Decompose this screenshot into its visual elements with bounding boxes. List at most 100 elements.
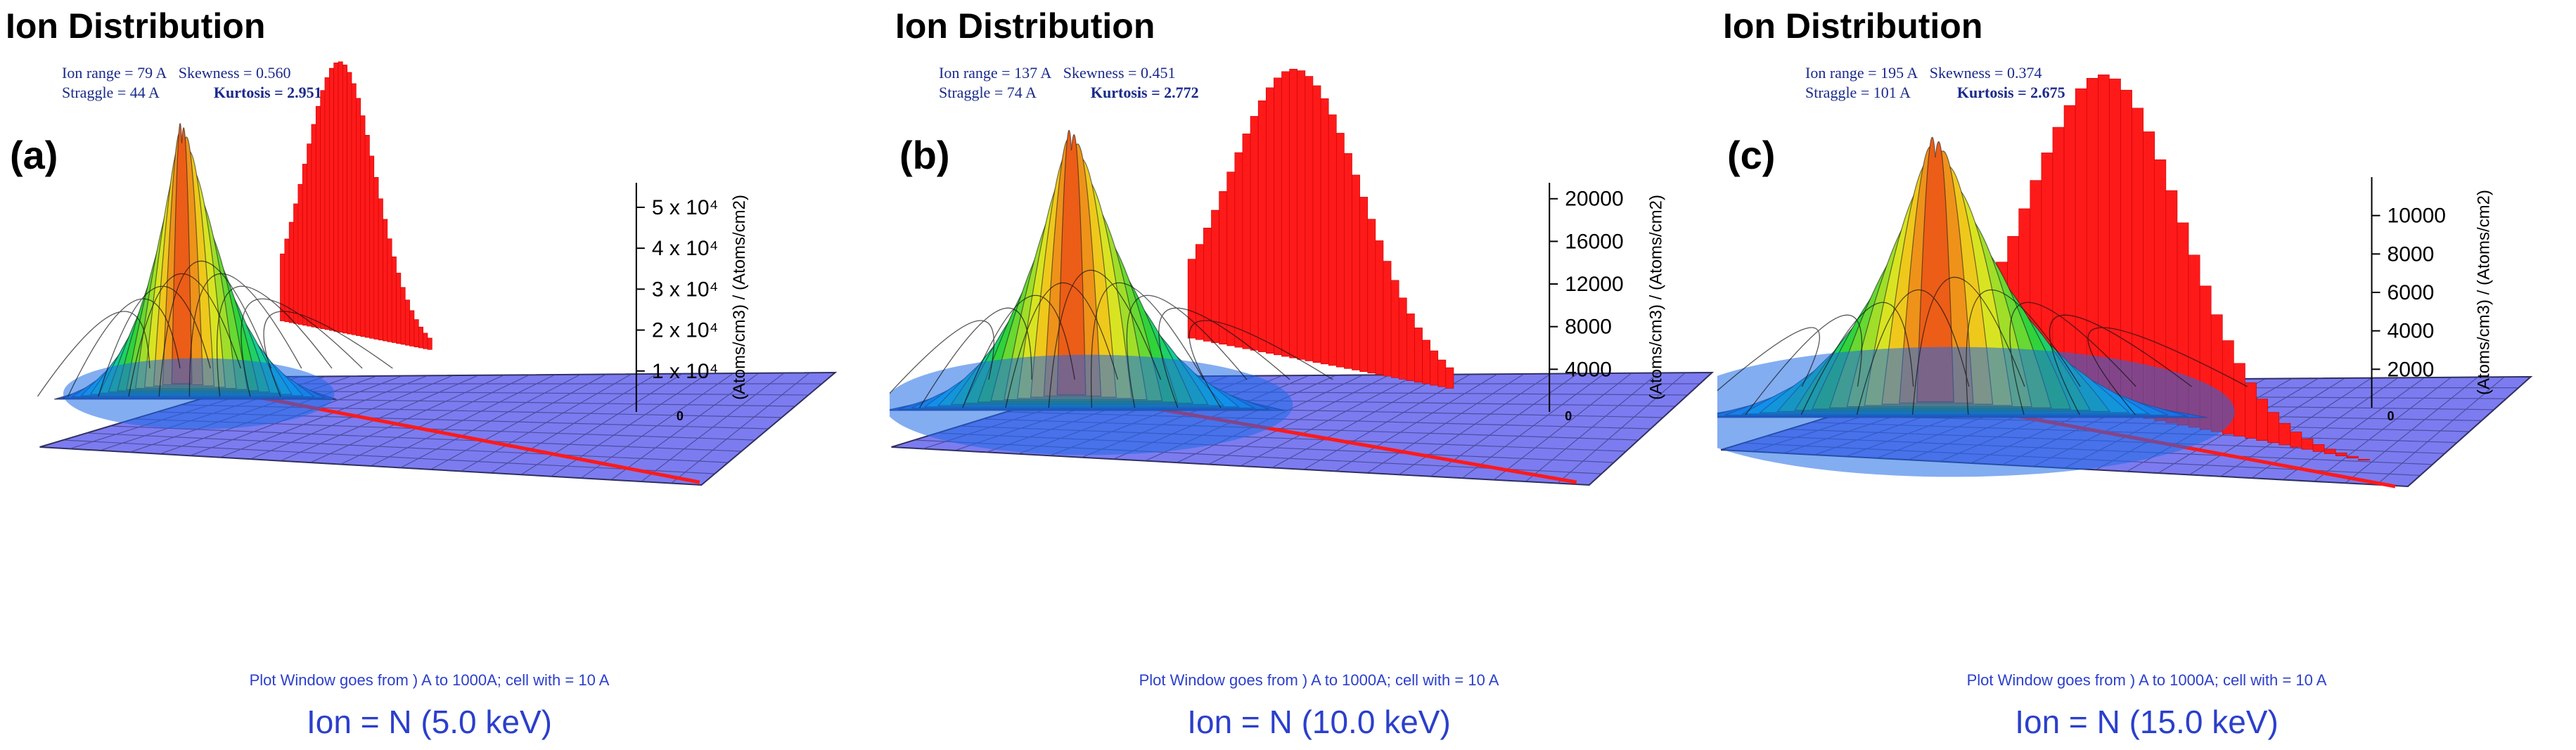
ion-range-stat: Ion range = 137 A (939, 64, 1052, 82)
histogram-bar (1219, 190, 1228, 345)
histogram-bar (396, 273, 402, 344)
skewness-stat: Skewness = 0.374 (1929, 64, 2042, 82)
mesh-line (1800, 302, 1914, 415)
histogram-bar (284, 238, 290, 323)
surface-mesh (1717, 276, 2248, 415)
histogram-bar (1289, 68, 1298, 358)
histogram-bar (1234, 152, 1243, 348)
grid-line (110, 425, 742, 452)
histogram-bar (423, 332, 428, 349)
ion-energy-caption: Ion = N (5.0 keV) (307, 704, 552, 740)
chart-title: Ion Distribution (1723, 6, 1983, 46)
panel-b: Ion Distribution Ion range = 137 A Skewn… (890, 0, 1748, 750)
histogram-projection (1187, 68, 1454, 389)
y-tick-label: 12000 (1565, 273, 1623, 296)
histogram-bar (1437, 359, 1447, 387)
panel-c: Ion Distribution Ion range = 195 A Skewn… (1717, 0, 2576, 750)
histogram-bar (2279, 422, 2291, 446)
histogram-bar (328, 67, 334, 331)
grid-line (63, 439, 715, 474)
panel-a: Ion Distribution Ion range = 79 A Skewne… (0, 0, 859, 750)
histogram-bar (2234, 363, 2245, 437)
y-axis: 4000 8000 12000 16000 20000 0 (Atoms/cm3) / (A… (1549, 183, 1666, 423)
histogram-bar (1242, 134, 1251, 349)
histogram-bar (324, 77, 330, 330)
mesh-line (1158, 307, 1290, 408)
histogram-bar (2346, 455, 2359, 459)
ion-range-stat: Ion range = 79 A (62, 64, 167, 82)
histogram-bar (1281, 71, 1290, 357)
histogram-bar (2301, 439, 2314, 450)
mesh-line (1966, 289, 2081, 415)
histogram-bar (414, 319, 419, 347)
y-axis-label: (Atoms/cm3) / (Atoms/cm2) (2475, 190, 2494, 395)
histogram-bar (2358, 458, 2370, 461)
histogram-bar (333, 63, 339, 332)
y-tick-label: 1 x 10⁴ (652, 360, 719, 383)
y-zero-label: 0 (2388, 409, 2395, 423)
grid-line (86, 432, 729, 463)
histogram-bar (1383, 261, 1392, 377)
stats-block: Ion range = 137 A Skewness = 0.451 Strag… (939, 63, 1199, 103)
histogram-bar (1422, 340, 1430, 384)
ion-range-stat: Ion range = 195 A (1805, 64, 1918, 82)
y-zero-label: 0 (677, 409, 684, 423)
mesh-line (1911, 276, 2025, 415)
y-tick-label: 8000 (2388, 243, 2435, 266)
ion-distribution-plot: 2000 4000 6000 8000 10000 0 (Atoms/cm3) / (Ato… (1717, 75, 2533, 489)
mesh-line (98, 285, 211, 397)
y-tick-label: 4 x 10⁴ (652, 237, 719, 260)
y-tick-label: 3 x 10⁴ (652, 278, 719, 301)
histogram-bar (1265, 87, 1274, 354)
histogram-bar (1320, 98, 1329, 365)
histogram-bar (427, 337, 432, 350)
histogram-bar (391, 256, 397, 343)
kurtosis-stat: Kurtosis = 2.772 (1090, 84, 1199, 101)
panel-label: (a) (10, 133, 58, 177)
mesh-line (2049, 314, 2192, 415)
y-tick-label: 2000 (2388, 358, 2435, 381)
histogram-bar (311, 124, 316, 328)
y-tick-label: 4000 (2388, 320, 2435, 343)
mesh-line (1005, 282, 1119, 408)
kurtosis-stat: Kurtosis = 2.951 (213, 84, 322, 101)
y-axis-label: (Atoms/cm3) / (Atoms/cm2) (1647, 195, 1666, 400)
histogram-bar (1297, 70, 1306, 360)
mesh-line (1717, 327, 1820, 392)
mesh-line (188, 273, 302, 397)
ion-energy-caption: Ion = N (10.0 keV) (1187, 704, 1451, 740)
plot-window-caption: Plot Window goes from ) A to 1000A; cell… (1966, 671, 2327, 689)
histogram-bar (400, 287, 406, 345)
histogram-bar (320, 90, 326, 330)
y-zero-label: 0 (1565, 409, 1572, 423)
mesh-line (241, 298, 363, 397)
histogram-bar (2324, 448, 2336, 454)
histogram-bar (1257, 101, 1267, 352)
histogram-bar (1406, 313, 1415, 381)
histogram-bar (1250, 116, 1259, 351)
panel-label: (c) (1727, 133, 1776, 177)
surface-band (1916, 136, 1954, 403)
y-tick-label: 8000 (1565, 316, 1612, 339)
plot-window-caption: Plot Window goes from ) A to 1000A; cell… (249, 671, 610, 689)
histogram-projection (280, 61, 432, 350)
ion-distribution-plot: 4000 8000 12000 16000 20000 0 (Atoms/cm3) / (A… (890, 68, 1715, 486)
histogram-bar (1312, 85, 1321, 363)
mesh-line (158, 260, 272, 397)
mesh-line (1091, 282, 1205, 408)
stats-block: Ion range = 195 A Skewness = 0.374 Strag… (1805, 63, 2065, 103)
surface-base (63, 358, 335, 429)
mesh-line (68, 298, 181, 397)
straggle-stat: Straggle = 74 A (939, 84, 1037, 101)
straggle-stat: Straggle = 44 A (62, 84, 160, 101)
histogram-bar (418, 326, 423, 349)
chart-title: Ion Distribution (6, 6, 266, 46)
histogram-bar (1274, 77, 1282, 356)
histogram-bar (1203, 228, 1212, 342)
histogram-bar (1335, 133, 1345, 368)
histogram-bar (1398, 297, 1407, 380)
y-tick-label: 10000 (2388, 205, 2446, 228)
histogram-bar (1390, 280, 1399, 378)
histogram-bar (409, 310, 415, 347)
ion-energy-caption: Ion = N (15.0 keV) (2015, 704, 2279, 740)
